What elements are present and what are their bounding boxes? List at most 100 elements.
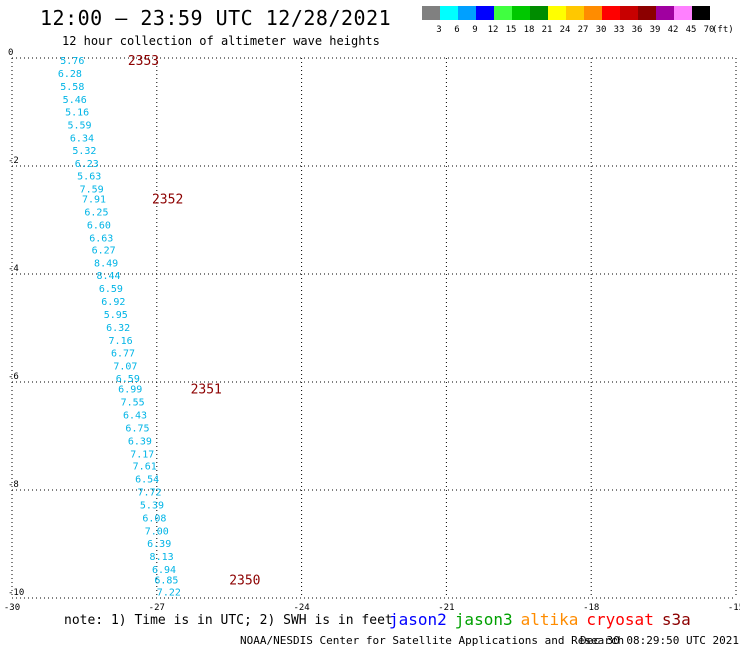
- satellite-jason3: jason3: [454, 610, 513, 629]
- colorbar-swatch: [638, 6, 656, 20]
- satellite-jason2: jason2: [389, 610, 447, 629]
- colorbar-swatch: [458, 6, 476, 20]
- pass-time-label: 2351: [191, 382, 222, 397]
- x-tick-label: -27: [149, 603, 165, 613]
- wave-height-point: 5.32: [72, 146, 96, 157]
- wave-height-point: 7.91: [82, 194, 106, 205]
- colorbar-swatch: [584, 6, 602, 20]
- colorbar-swatch: [674, 6, 692, 20]
- colorbar-label: 42: [668, 25, 679, 35]
- wave-height-point: 8.44: [96, 271, 120, 282]
- colorbar-swatch: [620, 6, 638, 20]
- colorbar-swatch: [440, 6, 458, 20]
- wave-height-point: 7.22: [157, 588, 181, 599]
- colorbar-swatch: [692, 6, 710, 20]
- colorbar-label: 30: [596, 25, 607, 35]
- wave-height-point: 6.54: [135, 475, 159, 486]
- wave-height-point: 7.72: [137, 488, 161, 499]
- colorbar-label: 6: [454, 25, 459, 35]
- wave-height-point: 6.94: [152, 565, 176, 576]
- credit-line: NOAA/NESDIS Center for Satellite Applica…: [240, 634, 625, 647]
- wave-height-point: 6.43: [123, 410, 147, 421]
- pass-time-label: 2350: [229, 574, 260, 589]
- colorbar-label: 24: [560, 25, 571, 35]
- colorbar-swatch: [656, 6, 674, 20]
- chart-title: 12:00 — 23:59 UTC 12/28/2021: [40, 6, 392, 30]
- wave-height-point: 6.99: [118, 384, 142, 395]
- colorbar-label: 27: [578, 25, 589, 35]
- wave-height-point: 6.39: [147, 539, 171, 550]
- x-tick-label: -15: [728, 603, 740, 613]
- wave-height-point: 6.27: [92, 246, 116, 257]
- wave-height-point: 6.60: [87, 220, 111, 231]
- colorbar-label: 15: [506, 25, 517, 35]
- wave-height-point: 6.32: [106, 323, 130, 334]
- wave-height-point: 6.59: [99, 284, 123, 295]
- wave-height-point: 8.13: [150, 552, 174, 563]
- wave-height-point: 7.17: [130, 449, 154, 460]
- wave-height-point: 7.16: [109, 336, 133, 347]
- colorbar-label: 21: [542, 25, 553, 35]
- wave-height-point: 7.07: [113, 361, 137, 372]
- colorbar-label: 70: [704, 25, 715, 35]
- x-tick-label: -21: [438, 603, 454, 613]
- wave-height-point: 7.00: [145, 527, 169, 538]
- wave-height-point: 7.61: [133, 462, 157, 473]
- y-tick-label: -4: [8, 264, 19, 274]
- y-tick-label: -10: [8, 588, 24, 598]
- y-tick-label: 0: [8, 48, 13, 58]
- colorbar-swatch: [548, 6, 566, 20]
- wave-height-point: 5.39: [140, 501, 164, 512]
- colorbar-label: 36: [632, 25, 643, 35]
- generated-timestamp: Dec 30 08:29:50 UTC 2021: [580, 634, 739, 647]
- wave-height-point: 5.95: [104, 310, 128, 321]
- colorbar-label: 33: [614, 25, 625, 35]
- wave-height-point: 6.28: [58, 69, 82, 80]
- colorbar-label: 9: [472, 25, 477, 35]
- wave-height-point: 5.59: [68, 120, 92, 131]
- wave-height-point: 7.55: [121, 397, 145, 408]
- colorbar-swatch: [494, 6, 512, 20]
- wave-height-point: 6.85: [154, 576, 178, 587]
- wave-height-point: 6.92: [101, 297, 125, 308]
- y-tick-label: -6: [8, 372, 19, 382]
- wave-height-point: 6.75: [125, 423, 149, 434]
- colorbar-swatch: [602, 6, 620, 20]
- x-tick-label: -18: [583, 603, 599, 613]
- satellite-s3a: s3a: [661, 610, 691, 629]
- wave-height-point: 5.46: [63, 95, 87, 106]
- x-tick-label: -24: [293, 603, 309, 613]
- wave-height-point: 6.25: [84, 207, 108, 218]
- pass-time-label: 2352: [152, 192, 183, 207]
- colorbar-label: 39: [650, 25, 661, 35]
- colorbar-label: 3: [436, 25, 441, 35]
- wave-height-point: 6.34: [70, 133, 94, 144]
- pass-time-label: 2353: [128, 54, 159, 69]
- satellite-cryosat: cryosat: [586, 610, 654, 629]
- footnote: note: 1) Time is in UTC; 2) SWH is in fe…: [64, 613, 393, 628]
- wave-height-point: 5.16: [65, 107, 89, 118]
- colorbar-swatch: [530, 6, 548, 20]
- colorbar-label: 12: [488, 25, 499, 35]
- wave-height-point: 6.23: [75, 159, 99, 170]
- colorbar-swatch: [512, 6, 530, 20]
- wave-height-point: 7.59: [80, 185, 104, 196]
- wave-height-point: 8.49: [94, 259, 118, 270]
- satellite-legend: jason2 jason3 altika cryosat s3a: [389, 610, 699, 629]
- colorbar-unit: (ft): [712, 25, 734, 35]
- chart-subtitle: 12 hour collection of altimeter wave hei…: [62, 34, 380, 48]
- wave-height-point: 6.08: [142, 514, 166, 525]
- wave-height-point: 5.76: [60, 56, 84, 67]
- y-tick-label: -8: [8, 480, 19, 490]
- colorbar-label: 18: [524, 25, 535, 35]
- wave-height-point: 6.39: [128, 436, 152, 447]
- colorbar-label: 45: [686, 25, 697, 35]
- colorbar-swatch: [566, 6, 584, 20]
- colorbar-legend: 3 6 9 12 15 18 21 24 27 30 33 36 39 42 45 70(ft): [422, 6, 734, 35]
- wave-height-point: 6.59: [116, 374, 140, 385]
- y-tick-label: -2: [8, 156, 19, 166]
- colorbar-swatch: [476, 6, 494, 20]
- wave-height-point: 5.63: [77, 172, 101, 183]
- x-tick-label: -30: [4, 603, 20, 613]
